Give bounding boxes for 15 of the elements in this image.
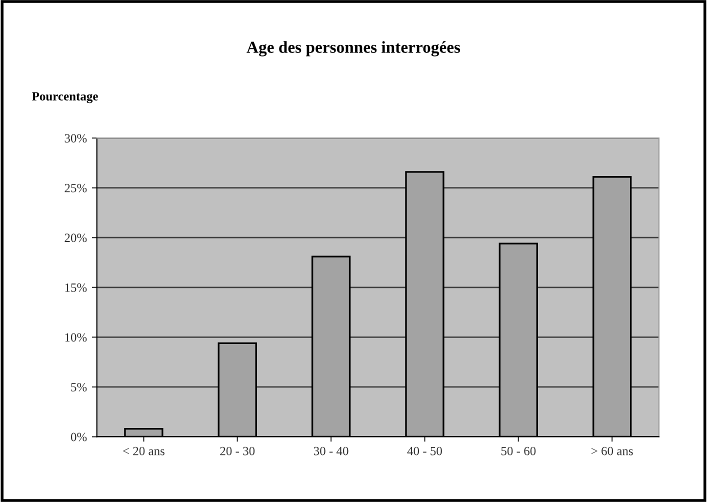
x-tick-label: 20 - 30 [220,446,255,456]
x-tick-label: 40 - 50 [407,446,442,456]
y-tick-label: 0% [70,432,87,442]
y-tick-label: 10% [65,333,87,342]
x-tick-label: > 60 ans [591,446,633,456]
y-tick-label: 25% [64,184,87,192]
x-tick-label: < 20 ans [123,446,164,456]
y-tick-label: 5% [71,382,87,392]
y-tick-label: 15% [65,283,87,292]
x-tick-label: 50 - 60 [501,446,536,456]
x-tick-label: 30 - 40 [314,446,348,456]
chart-title: Age des personnes interrogées [246,41,460,56]
y-tick-label: 20% [64,234,87,242]
y-axis-title: Pourcentage [32,92,98,104]
y-tick-label: 30% [64,134,87,143]
